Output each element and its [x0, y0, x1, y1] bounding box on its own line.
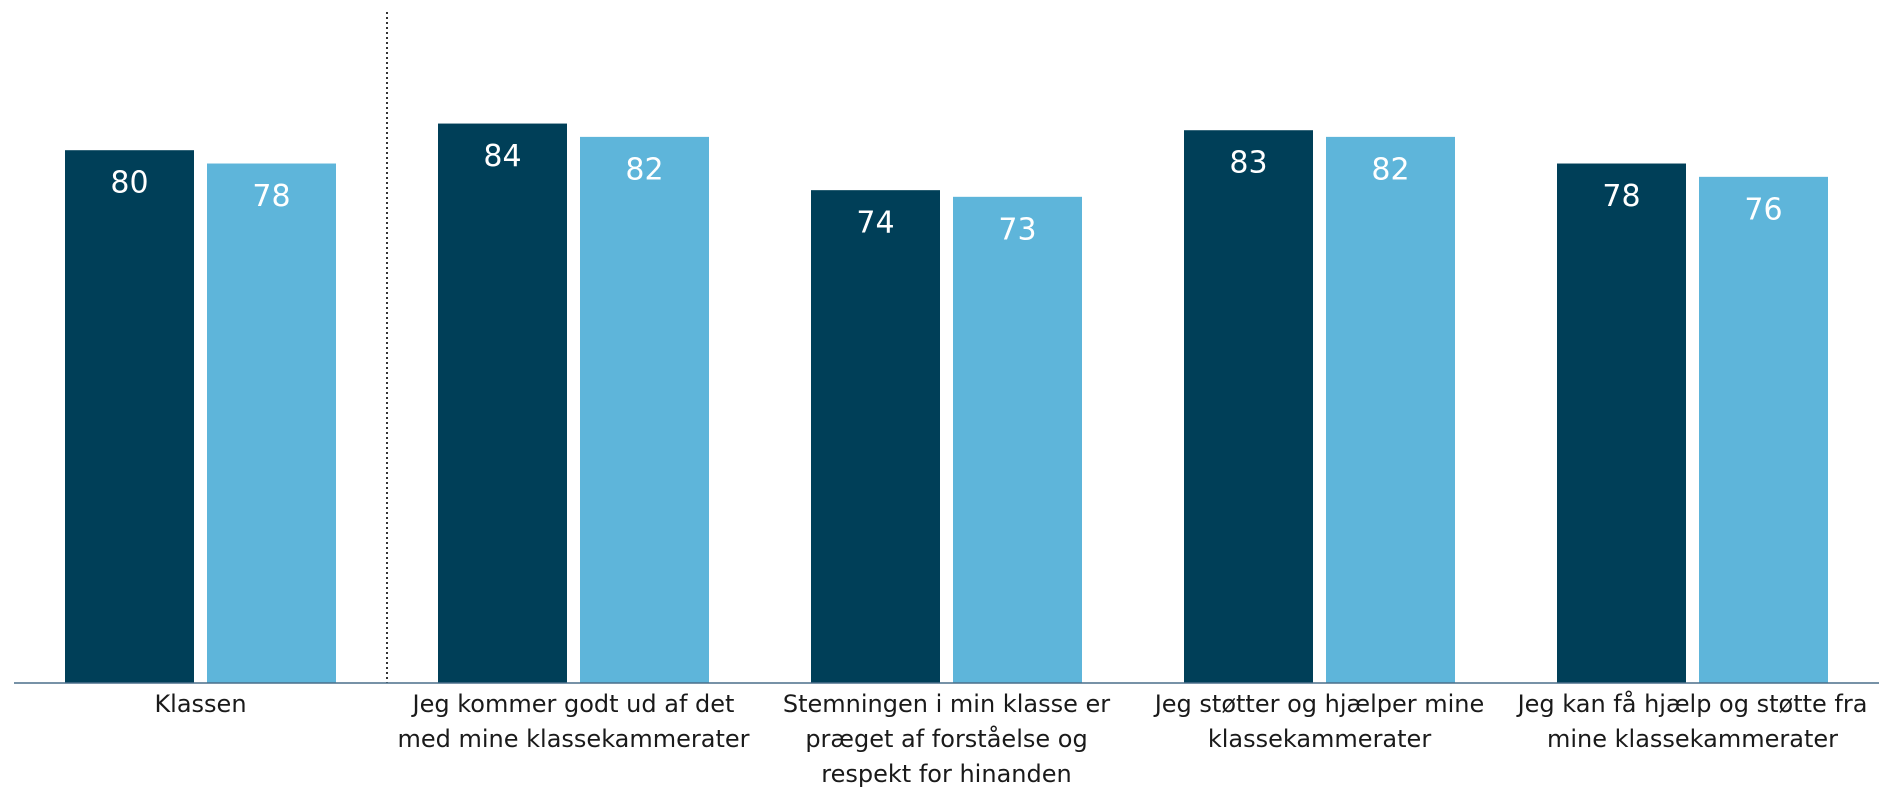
x-tick-label: Jeg støtter og hjælper mine klassekammer…	[1154, 690, 1485, 753]
bar	[811, 190, 940, 683]
bar	[1184, 130, 1313, 684]
value-label: 80	[110, 166, 148, 201]
value-label: 78	[252, 179, 290, 214]
value-label: 84	[483, 139, 521, 174]
value-label: 78	[1602, 179, 1640, 214]
value-label: 82	[625, 152, 663, 187]
value-label: 74	[856, 206, 894, 241]
bar	[1326, 136, 1455, 683]
value-label: 83	[1229, 146, 1267, 181]
bar	[1699, 176, 1828, 683]
bar	[207, 163, 336, 683]
x-tick-label: Stemningen i min klasse er præget af for…	[782, 690, 1111, 788]
value-label: 82	[1371, 152, 1409, 187]
bar	[438, 123, 567, 683]
value-label: 73	[998, 212, 1036, 247]
bar	[65, 150, 194, 683]
value-label: 76	[1744, 192, 1782, 227]
x-tick-label: Jeg kan få hjælp og støtte fra mine klas…	[1517, 690, 1868, 753]
x-tick-label: Klassen	[154, 690, 247, 718]
bar	[953, 196, 1082, 683]
bar	[1557, 163, 1686, 683]
bar	[580, 136, 709, 683]
x-tick-label: Jeg kommer godt ud af det med mine klass…	[397, 690, 750, 753]
